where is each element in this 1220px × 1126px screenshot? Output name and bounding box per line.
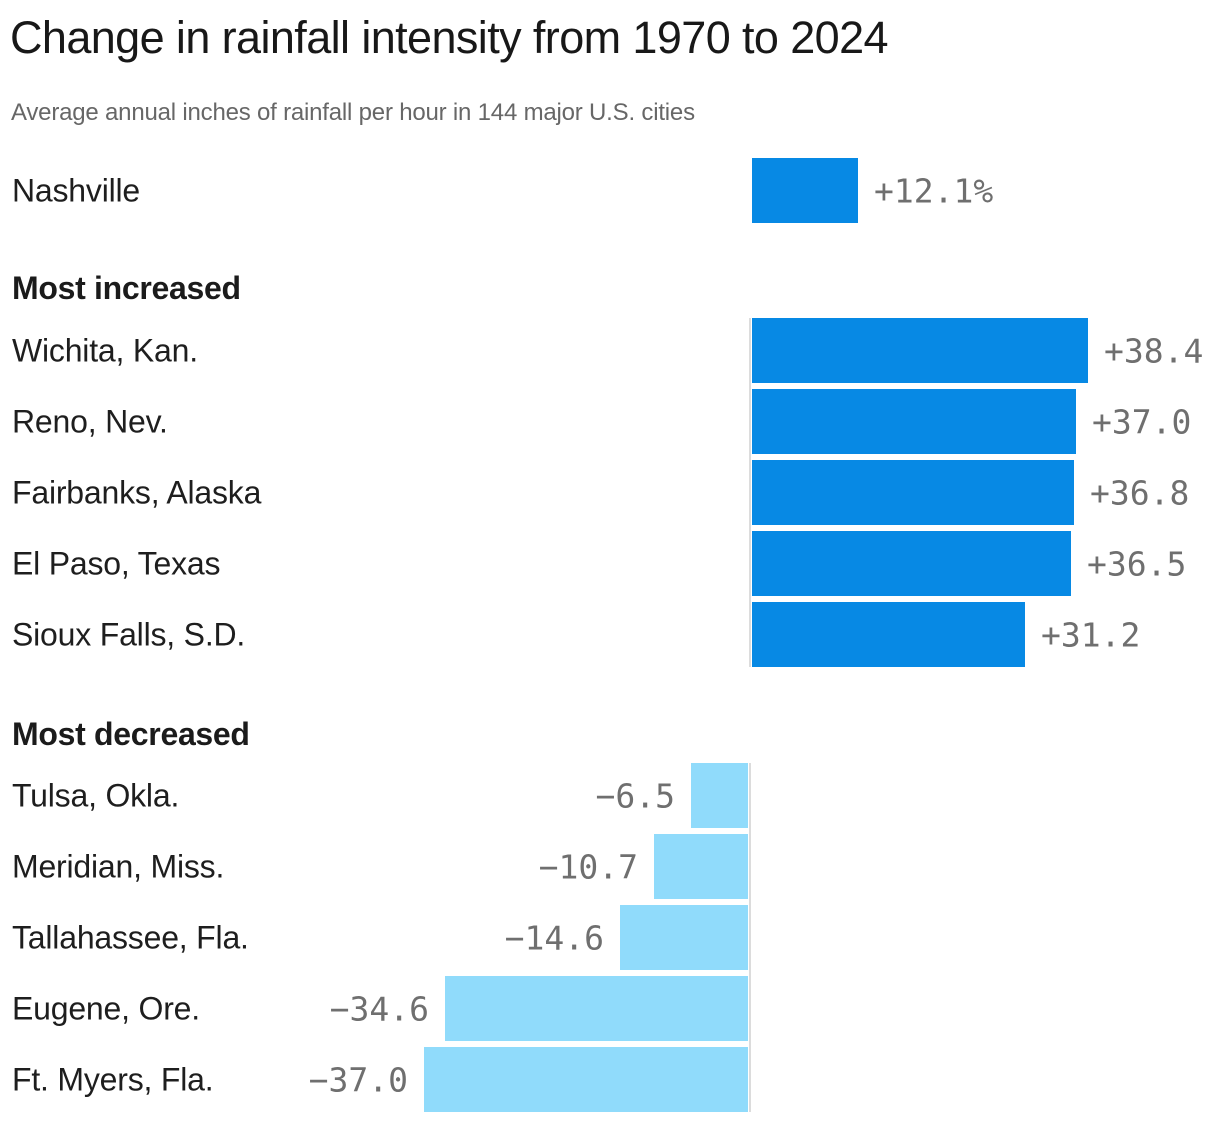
bar <box>752 389 1076 454</box>
bar <box>424 1047 748 1112</box>
zero-axis-line <box>749 763 751 1112</box>
value-label: +12.1% <box>874 171 994 210</box>
value-label: −10.7 <box>538 847 638 886</box>
chart-row: Reno, Nev. +37.0 <box>0 389 1220 454</box>
chart-row: Eugene, Ore. −34.6 <box>0 976 1220 1041</box>
city-label: Reno, Nev. <box>12 403 168 439</box>
city-label: Meridian, Miss. <box>12 848 225 884</box>
chart-row: Tulsa, Okla. −6.5 <box>0 763 1220 828</box>
chart-row: Ft. Myers, Fla. −37.0 <box>0 1047 1220 1112</box>
bar <box>620 905 748 970</box>
chart-row: El Paso, Texas +36.5 <box>0 531 1220 596</box>
chart-row: Fairbanks, Alaska +36.8 <box>0 460 1220 525</box>
city-label: Wichita, Kan. <box>12 332 198 368</box>
value-label: +31.2 <box>1041 615 1141 654</box>
bar <box>752 531 1071 596</box>
bar <box>752 318 1088 383</box>
value-label: +36.8 <box>1090 473 1190 512</box>
bar-group-nashville: Nashville +12.1% <box>0 158 1220 229</box>
section-heading-most-decreased: Most decreased <box>12 716 250 752</box>
city-label: Nashville <box>12 172 141 208</box>
chart-row: Meridian, Miss. −10.7 <box>0 834 1220 899</box>
city-label: Tallahassee, Fla. <box>12 919 249 955</box>
city-label: Eugene, Ore. <box>12 990 200 1026</box>
city-label: El Paso, Texas <box>12 545 221 581</box>
chart-row: Nashville +12.1% <box>0 158 1220 223</box>
chart-subtitle: Average annual inches of rainfall per ho… <box>11 99 695 126</box>
value-label: −37.0 <box>308 1060 408 1099</box>
value-label: +36.5 <box>1087 544 1187 583</box>
chart-row: Sioux Falls, S.D. +31.2 <box>0 602 1220 667</box>
chart-row: Tallahassee, Fla. −14.6 <box>0 905 1220 970</box>
value-label: −14.6 <box>504 918 604 957</box>
bar <box>654 834 748 899</box>
value-label: +37.0 <box>1092 402 1192 441</box>
city-label: Ft. Myers, Fla. <box>12 1061 214 1097</box>
city-label: Tulsa, Okla. <box>12 777 180 813</box>
city-label: Fairbanks, Alaska <box>12 474 262 510</box>
section-heading-most-increased: Most increased <box>12 270 241 306</box>
bar <box>752 602 1025 667</box>
bar-group-most-decreased: Tulsa, Okla. −6.5 Meridian, Miss. −10.7 Tall… <box>0 763 1220 1118</box>
city-label: Sioux Falls, S.D. <box>12 616 246 652</box>
value-label: −34.6 <box>329 989 429 1028</box>
zero-axis-line <box>749 318 751 667</box>
bar <box>752 158 858 223</box>
value-label: −6.5 <box>595 776 675 815</box>
bar <box>691 763 748 828</box>
value-label: +38.4 <box>1104 331 1204 370</box>
bar <box>752 460 1074 525</box>
bar-group-most-increased: Wichita, Kan. +38.4 Reno, Nev. +37.0 Fairban… <box>0 318 1220 673</box>
bar <box>445 976 748 1041</box>
chart-title: Change in rainfall intensity from 1970 t… <box>10 12 889 63</box>
chart-row: Wichita, Kan. +38.4 <box>0 318 1220 383</box>
